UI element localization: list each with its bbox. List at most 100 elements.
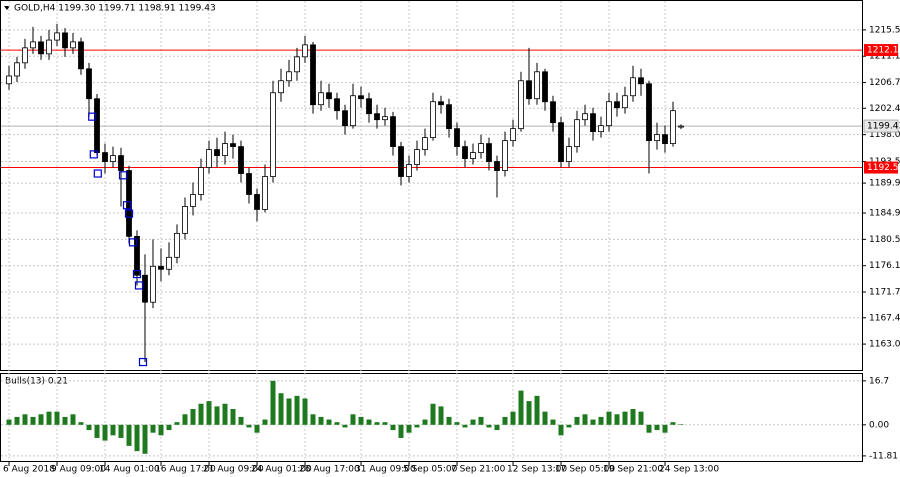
candle-body <box>182 206 188 234</box>
bar <box>134 424 140 452</box>
bar <box>454 422 460 425</box>
candle-body <box>110 155 116 162</box>
bar <box>78 422 84 425</box>
candle-body <box>470 152 476 159</box>
bar <box>382 422 388 425</box>
candle-body <box>150 265 156 303</box>
candle-body <box>654 134 660 142</box>
x-tick-label: 17 Sep 05:00 <box>555 465 615 475</box>
candle-body <box>590 113 596 133</box>
header-arrow <box>4 6 10 10</box>
y-tick-label: 1167.40 <box>869 313 900 323</box>
candle-body <box>278 80 284 94</box>
price-tag-label: 1192.50 <box>867 163 900 173</box>
bar <box>526 401 532 425</box>
bar <box>254 424 260 433</box>
candle-body <box>454 128 460 148</box>
candle-body <box>670 110 676 145</box>
candle-body <box>390 116 396 148</box>
bar <box>310 414 316 425</box>
candle-body <box>174 232 180 258</box>
bar <box>70 414 76 425</box>
bar <box>278 393 284 425</box>
x-tick-label: 14 Aug 01:00 <box>99 465 160 475</box>
bar <box>230 409 236 425</box>
x-tick-label: 19 Sep 21:00 <box>603 465 663 475</box>
candle-body <box>102 152 108 162</box>
candle-body <box>478 143 484 153</box>
marker <box>118 171 128 180</box>
bar <box>174 422 180 425</box>
candle-body <box>446 104 452 130</box>
candle-body <box>542 71 548 103</box>
bar <box>582 414 588 425</box>
bar <box>46 411 52 425</box>
bar <box>598 416 604 425</box>
bar <box>246 424 252 428</box>
bar <box>494 424 500 431</box>
candle-body <box>630 77 636 97</box>
price-tag-label: 1212.13 <box>867 46 900 56</box>
candle-body <box>358 95 364 100</box>
candle-body <box>214 149 220 156</box>
candle-body <box>334 98 340 112</box>
candle-body <box>126 170 132 237</box>
bar <box>270 380 276 425</box>
candle-body <box>206 149 212 168</box>
candle-body <box>22 47 28 64</box>
candle-body <box>406 164 412 177</box>
bar <box>238 416 244 425</box>
candle-body <box>54 32 60 41</box>
candle-body <box>62 32 68 49</box>
candle-body <box>462 146 468 159</box>
marker <box>138 357 148 367</box>
price-tag <box>864 161 898 174</box>
bar <box>110 424 116 436</box>
bar <box>326 419 332 425</box>
bar <box>638 411 644 425</box>
bar <box>478 416 484 425</box>
bar <box>414 424 420 428</box>
bar <box>606 411 612 425</box>
bar <box>630 409 636 425</box>
candle-body <box>502 140 508 171</box>
candle-body <box>566 146 572 162</box>
marker <box>89 150 98 159</box>
candle-body <box>246 173 252 195</box>
candle-body <box>118 155 124 171</box>
candle-body <box>46 39 52 55</box>
bar <box>374 422 380 425</box>
x-tick-label: 7 Sep 21:00 <box>451 465 506 475</box>
candle-body <box>134 235 140 276</box>
candle-body <box>158 265 164 270</box>
chart-header: GOLD,H4 1199.30 1199.71 1198.91 1199.43 <box>14 4 216 14</box>
marker <box>128 238 138 247</box>
candle-body <box>422 137 428 150</box>
x-tick-label: 21 Aug 09:00 <box>203 465 264 475</box>
candle-body <box>238 146 244 174</box>
x-tick-label: 5 Sep 05:00 <box>403 465 458 475</box>
bar <box>422 419 428 425</box>
y-tick-label: 1206.70 <box>869 78 900 88</box>
bar <box>342 424 348 428</box>
bar <box>406 424 412 433</box>
candle-body <box>582 113 588 121</box>
bar <box>510 411 516 425</box>
y-tick-label: 1180.50 <box>869 235 900 245</box>
candle-body <box>318 92 324 106</box>
candle-body <box>494 161 500 171</box>
y-tick-label: 1211.10 <box>869 52 900 62</box>
bar <box>198 403 204 425</box>
bar <box>350 414 356 425</box>
bar <box>222 403 228 425</box>
bar <box>14 416 20 425</box>
bar <box>646 424 652 433</box>
bar <box>398 424 404 438</box>
bar <box>118 424 124 438</box>
x-tick-label: 28 Aug 17:00 <box>299 465 360 475</box>
bar <box>614 414 620 425</box>
bar <box>654 424 660 431</box>
candle-body <box>326 92 332 100</box>
bar <box>6 419 12 425</box>
candle-body <box>30 41 36 49</box>
